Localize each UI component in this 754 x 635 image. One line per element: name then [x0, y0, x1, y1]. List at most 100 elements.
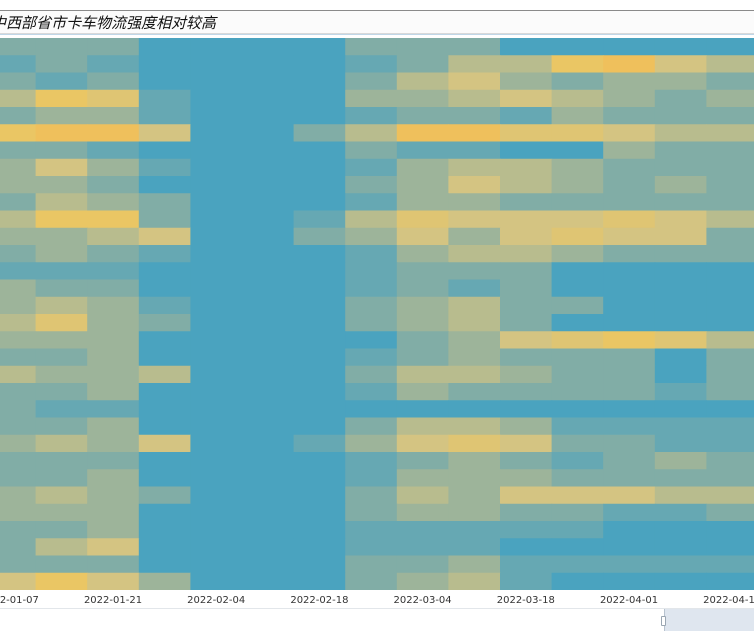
heatmap-cell[interactable] [293, 452, 346, 470]
heatmap-cell[interactable] [551, 383, 604, 401]
heatmap-cell[interactable] [293, 245, 346, 263]
heatmap-cell[interactable] [0, 417, 37, 436]
heatmap-cell[interactable] [706, 296, 754, 315]
heatmap-cell[interactable] [293, 538, 346, 557]
heatmap-cell[interactable] [0, 400, 37, 419]
heatmap-cell[interactable] [396, 383, 449, 401]
heatmap-cell[interactable] [293, 400, 346, 419]
heatmap-cell[interactable] [551, 486, 604, 505]
heatmap-cell[interactable] [551, 227, 604, 246]
heatmap-cell[interactable] [500, 262, 553, 281]
heatmap-cell[interactable] [706, 452, 754, 470]
heatmap-cell[interactable] [190, 503, 243, 522]
heatmap-cell[interactable] [500, 572, 553, 590]
heatmap-cell[interactable] [242, 538, 295, 557]
heatmap-cell[interactable] [242, 193, 295, 212]
heatmap-cell[interactable] [87, 193, 140, 212]
heatmap-cell[interactable] [0, 279, 37, 298]
heatmap-cell[interactable] [138, 452, 191, 470]
heatmap-cell[interactable] [706, 572, 754, 590]
heatmap-cell[interactable] [500, 538, 553, 557]
heatmap-cell[interactable] [551, 38, 604, 56]
heatmap-cell[interactable] [345, 417, 398, 436]
heatmap-cell[interactable] [293, 158, 346, 177]
heatmap-cell[interactable] [35, 555, 88, 574]
heatmap-cell[interactable] [551, 55, 604, 74]
heatmap-cell[interactable] [293, 365, 346, 384]
heatmap-cell[interactable] [138, 141, 191, 160]
heatmap-cell[interactable] [87, 176, 140, 194]
heatmap-cell[interactable] [0, 210, 37, 229]
heatmap-cell[interactable] [35, 193, 88, 212]
heatmap-cell[interactable] [396, 262, 449, 281]
heatmap-cell[interactable] [87, 331, 140, 350]
heatmap-cell[interactable] [345, 107, 398, 125]
heatmap-cell[interactable] [551, 503, 604, 522]
heatmap-cell[interactable] [242, 555, 295, 574]
heatmap-cell[interactable] [35, 158, 88, 177]
heatmap-cell[interactable] [654, 331, 707, 350]
heatmap-cell[interactable] [242, 452, 295, 470]
heatmap-cell[interactable] [448, 503, 501, 522]
heatmap-cell[interactable] [654, 572, 707, 590]
heatmap-cell[interactable] [190, 486, 243, 505]
heatmap-cell[interactable] [138, 538, 191, 557]
heatmap-cell[interactable] [138, 193, 191, 212]
heatmap-cell[interactable] [0, 38, 37, 56]
heatmap-cell[interactable] [706, 538, 754, 557]
heatmap-cell[interactable] [0, 572, 37, 590]
heatmap-cell[interactable] [551, 158, 604, 177]
heatmap-cell[interactable] [706, 245, 754, 263]
heatmap-cell[interactable] [138, 38, 191, 56]
heatmap-cell[interactable] [35, 227, 88, 246]
heatmap-cell[interactable] [35, 107, 88, 125]
heatmap-cell[interactable] [500, 107, 553, 125]
heatmap-cell[interactable] [345, 572, 398, 590]
heatmap-cell[interactable] [87, 227, 140, 246]
heatmap-cell[interactable] [242, 434, 295, 453]
heatmap-cell[interactable] [87, 89, 140, 108]
heatmap-cell[interactable] [396, 486, 449, 505]
heatmap-cell[interactable] [293, 210, 346, 229]
heatmap-cell[interactable] [654, 348, 707, 367]
heatmap-cell[interactable] [654, 262, 707, 281]
heatmap-cell[interactable] [345, 348, 398, 367]
heatmap-cell[interactable] [448, 72, 501, 91]
heatmap-cell[interactable] [345, 279, 398, 298]
heatmap-cell[interactable] [138, 400, 191, 419]
heatmap-cell[interactable] [603, 400, 656, 419]
heatmap-cell[interactable] [396, 469, 449, 488]
heatmap-cell[interactable] [293, 279, 346, 298]
heatmap-cell[interactable] [396, 521, 449, 539]
heatmap-cell[interactable] [551, 434, 604, 453]
heatmap-cell[interactable] [603, 55, 656, 74]
heatmap-cell[interactable] [293, 72, 346, 91]
heatmap-cell[interactable] [654, 314, 707, 332]
heatmap-cell[interactable] [35, 538, 88, 557]
heatmap-cell[interactable] [35, 572, 88, 590]
heatmap-cell[interactable] [706, 503, 754, 522]
heatmap-cell[interactable] [551, 538, 604, 557]
heatmap-cell[interactable] [35, 279, 88, 298]
heatmap-cell[interactable] [138, 503, 191, 522]
heatmap-cell[interactable] [87, 383, 140, 401]
heatmap-cell[interactable] [35, 383, 88, 401]
heatmap-cell[interactable] [242, 469, 295, 488]
heatmap-cell[interactable] [345, 486, 398, 505]
heatmap-cell[interactable] [293, 38, 346, 56]
heatmap-cell[interactable] [87, 521, 140, 539]
heatmap-cell[interactable] [190, 452, 243, 470]
heatmap-cell[interactable] [603, 124, 656, 143]
heatmap-cell[interactable] [448, 383, 501, 401]
heatmap-cell[interactable] [345, 296, 398, 315]
heatmap-cell[interactable] [138, 555, 191, 574]
heatmap-cell[interactable] [396, 141, 449, 160]
heatmap-cell[interactable] [603, 89, 656, 108]
heatmap-cell[interactable] [293, 193, 346, 212]
heatmap-cell[interactable] [138, 417, 191, 436]
heatmap-cell[interactable] [706, 124, 754, 143]
heatmap-cell[interactable] [706, 55, 754, 74]
heatmap-cell[interactable] [448, 279, 501, 298]
heatmap-cell[interactable] [0, 314, 37, 332]
heatmap-cell[interactable] [551, 124, 604, 143]
